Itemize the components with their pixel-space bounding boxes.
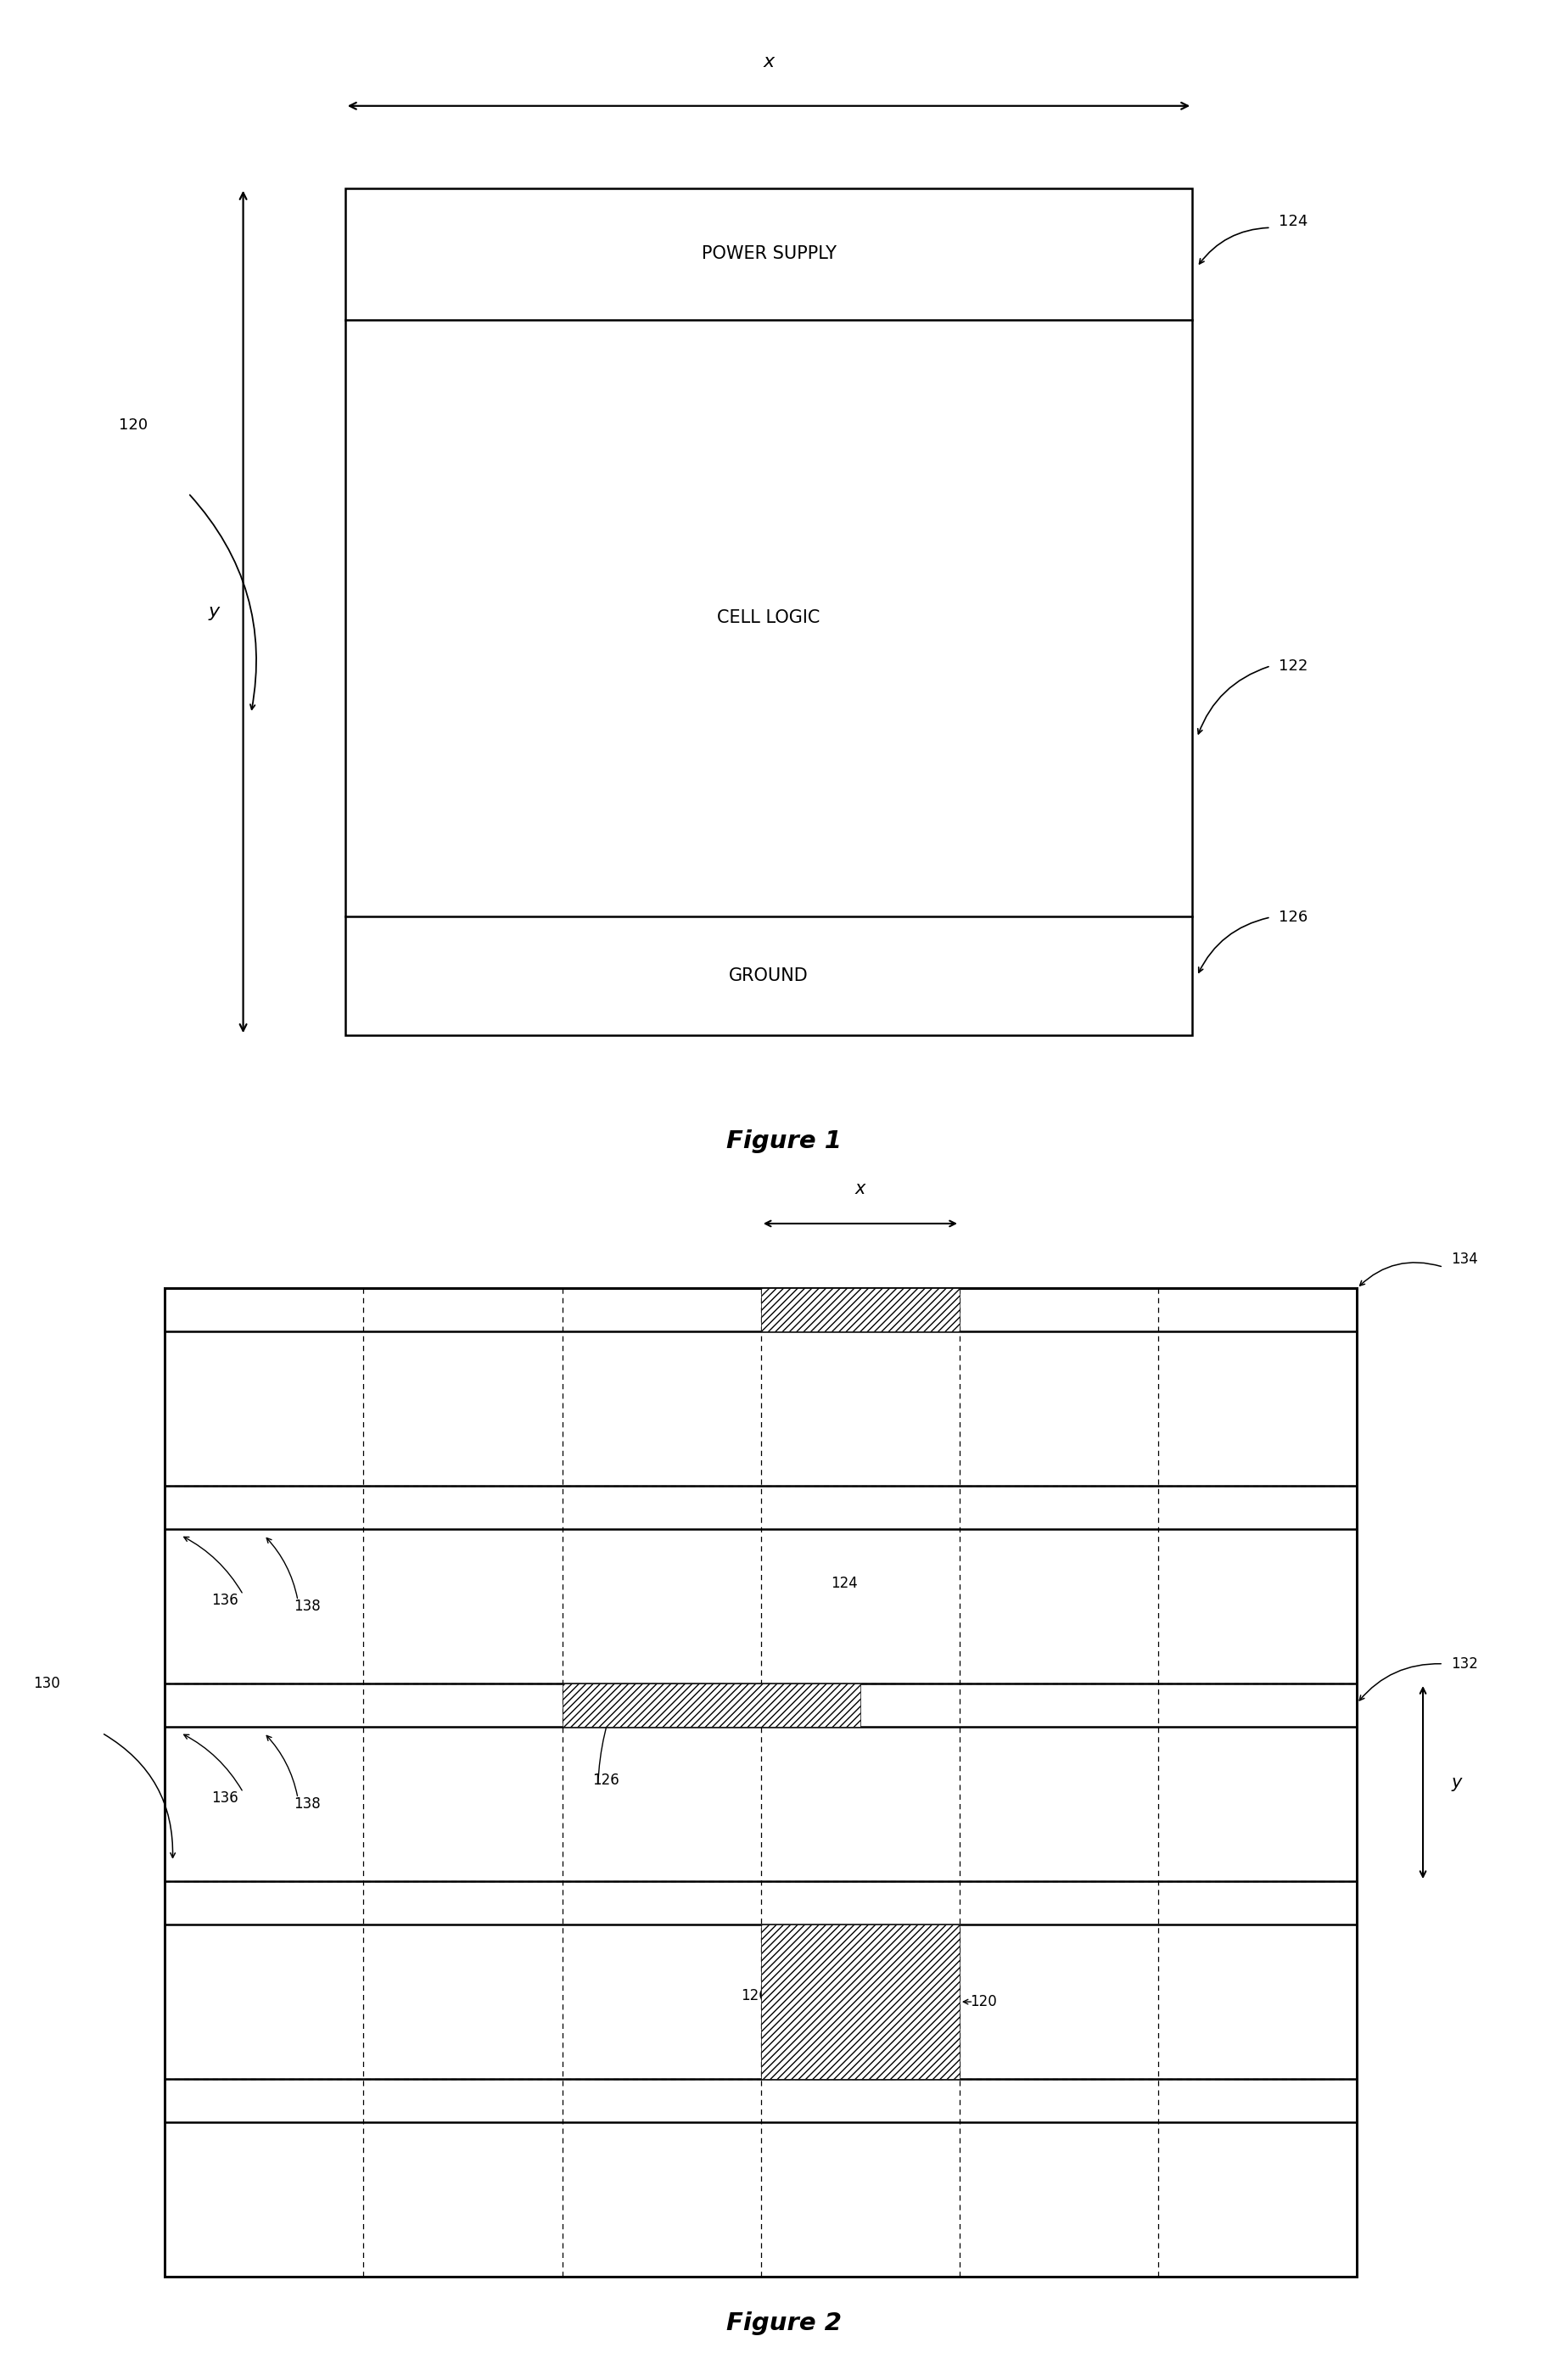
Text: y: y [209,602,220,621]
Text: POWER SUPPLY: POWER SUPPLY [701,245,836,264]
Text: 124: 124 [1278,214,1308,228]
Bar [561,1685,859,1727]
Text: 124: 124 [829,1294,858,1308]
Text: 130: 130 [33,1675,61,1692]
Text: 126: 126 [1278,911,1308,925]
Text: Figure 2: Figure 2 [726,2311,842,2334]
Text: 122: 122 [1278,659,1308,673]
Text: y: y [1450,1774,1461,1791]
Text: Figure 1: Figure 1 [726,1129,842,1153]
Text: 124: 124 [829,1577,858,1591]
Text: x: x [855,1181,866,1198]
Text: 136: 136 [212,1791,238,1805]
Text: 136: 136 [212,1593,238,1607]
Text: CELL LOGIC: CELL LOGIC [717,609,820,626]
Text: 126: 126 [740,1988,768,2002]
Text: 120: 120 [119,419,147,433]
Bar [760,1925,960,2080]
Text: GROUND: GROUND [729,967,808,984]
Bar [345,188,1192,1035]
Bar [760,1289,960,1332]
Text: 126: 126 [591,1772,619,1788]
Bar [165,1289,1356,2278]
Text: 138: 138 [293,1795,321,1812]
Text: 138: 138 [293,1598,321,1614]
Text: 134: 134 [1450,1252,1477,1266]
Text: 132: 132 [1450,1657,1477,1671]
Text: 120: 120 [969,1993,996,2009]
Text: x: x [762,54,775,71]
